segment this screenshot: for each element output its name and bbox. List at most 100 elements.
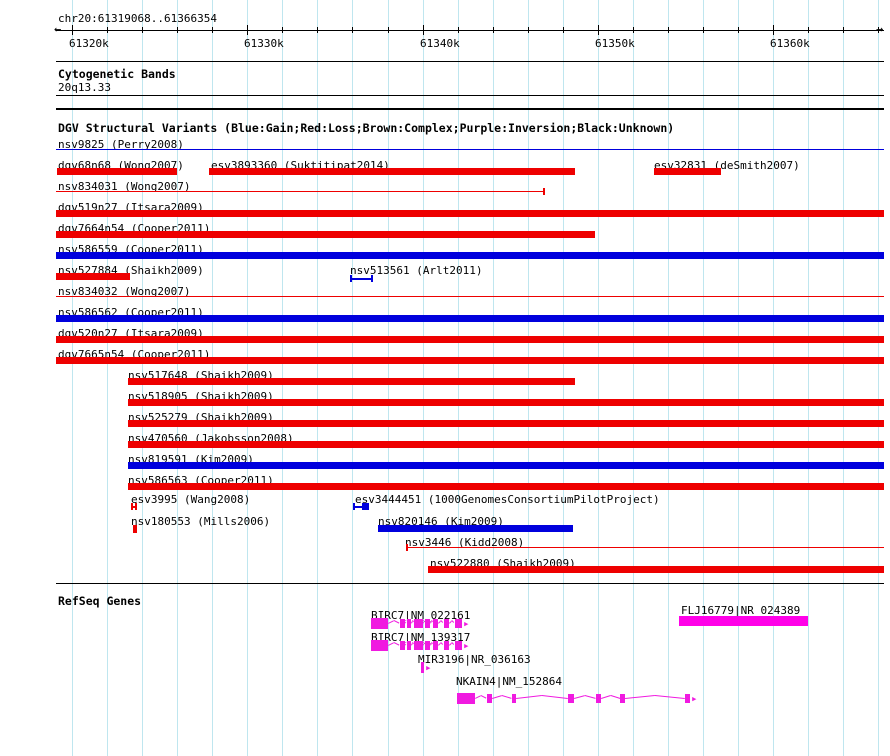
variant-bar[interactable] — [128, 441, 884, 448]
gene-exon[interactable] — [685, 693, 690, 703]
variant-label[interactable]: dgv520n27 (Itsara2009) — [58, 327, 204, 340]
variant-bar[interactable] — [56, 336, 884, 343]
variant-bar[interactable] — [654, 168, 721, 175]
variant-label[interactable]: dgv519n27 (Itsara2009) — [58, 201, 204, 214]
gene-label[interactable]: NKAIN4|NM_152864 — [456, 675, 562, 688]
gene-intron — [480, 695, 487, 699]
variant-label[interactable]: nsv819591 (Kim2009) — [128, 453, 254, 466]
variant-bar[interactable] — [428, 566, 884, 573]
gene-block[interactable] — [679, 616, 808, 626]
variant-label[interactable]: nsv586562 (Cooper2011) — [58, 306, 204, 319]
variant-bar[interactable] — [57, 168, 177, 175]
gridline — [808, 0, 809, 756]
gene-exon[interactable] — [455, 618, 462, 628]
variant-label[interactable]: esv32831 (deSmith2007) — [654, 159, 800, 172]
variant-label[interactable]: nsv834031 (Wong2007) — [58, 180, 191, 193]
ruler-minor-tick — [493, 27, 494, 33]
variant-bar[interactable] — [128, 483, 884, 490]
dgv-track-title: DGV Structural Variants (Blue:Gain;Red:L… — [58, 121, 675, 135]
variant-label[interactable]: esv3444451 (1000GenomesConsortiumPilotPr… — [355, 493, 660, 506]
gene-exon[interactable] — [444, 640, 449, 650]
variant-bar[interactable] — [128, 420, 884, 427]
variant-thin-line[interactable] — [56, 191, 545, 192]
variant-thin-line[interactable] — [406, 547, 884, 548]
variant-bar[interactable] — [128, 399, 884, 406]
variant-bar[interactable] — [56, 210, 884, 217]
gridline — [878, 0, 879, 756]
gridline — [773, 0, 774, 756]
variant-thin-line[interactable] — [56, 149, 884, 150]
gene-exon[interactable] — [407, 640, 411, 650]
gene-exon[interactable] — [433, 618, 438, 628]
gene-exon[interactable] — [444, 618, 449, 628]
gene-exon[interactable] — [512, 693, 516, 703]
variant-label[interactable]: nsv517648 (Shaikh2009) — [128, 369, 274, 382]
gene-intron — [541, 695, 568, 699]
gene-exon[interactable] — [425, 640, 430, 650]
gene-exon[interactable] — [421, 661, 424, 673]
gene-exon[interactable] — [433, 640, 438, 650]
gene-exon[interactable] — [457, 692, 475, 704]
variant-label[interactable]: nsv518905 (Shaikh2009) — [128, 390, 274, 403]
variant-label[interactable]: nsv527884 (Shaikh2009) — [58, 264, 204, 277]
gene-exon[interactable] — [400, 618, 405, 628]
gene-label[interactable]: BIRC7|NM_022161 — [371, 609, 471, 622]
gene-exon[interactable] — [407, 618, 411, 628]
cytoband-label[interactable]: 20q13.33 — [58, 81, 111, 94]
variant-bar[interactable] — [56, 273, 130, 280]
gene-exon[interactable] — [371, 617, 388, 629]
gene-exon[interactable] — [455, 640, 462, 650]
variant-bar[interactable] — [128, 462, 884, 469]
divider — [56, 583, 884, 584]
gene-exon[interactable] — [487, 693, 492, 703]
variant-bracket-cap — [350, 275, 352, 282]
gene-label[interactable]: BIRC7|NM_139317 — [371, 631, 471, 644]
variant-bar[interactable] — [378, 525, 573, 532]
ruler-axis-line — [56, 30, 884, 31]
variant-label[interactable]: nsv525279 (Shaikh2009) — [128, 411, 274, 424]
variant-bracket-line[interactable] — [353, 506, 362, 508]
variant-bar[interactable] — [56, 231, 595, 238]
gene-label[interactable]: MIR3196|NR_036163 — [418, 653, 531, 666]
ruler-major-tick — [247, 25, 248, 35]
variant-bar[interactable] — [56, 252, 884, 259]
gene-exon[interactable] — [596, 693, 601, 703]
variant-label[interactable]: nsv586559 (Cooper2011) — [58, 243, 204, 256]
variant-label[interactable]: esv3995 (Wang2008) — [131, 493, 251, 506]
variant-bar[interactable] — [128, 378, 575, 385]
gene-exon[interactable] — [620, 693, 625, 703]
variant-bar[interactable] — [209, 168, 575, 175]
variant-label[interactable]: dgv7664n54 (Cooper2011) — [58, 222, 211, 235]
gene-label[interactable]: FLJ16779|NR_024389 — [681, 604, 801, 617]
gene-exon[interactable] — [425, 618, 430, 628]
variant-label[interactable]: nsv470560 (Jakobsson2008) — [128, 432, 294, 445]
gene-exon[interactable] — [414, 618, 423, 628]
variant-bracket-cap — [131, 503, 133, 510]
variant-label[interactable]: nsv522880 (Shaikh2009) — [430, 557, 576, 570]
gene-exon[interactable] — [568, 693, 574, 703]
variant-label[interactable]: nsv586563 (Cooper2011) — [128, 474, 274, 487]
variant-label[interactable]: nsv9825 (Perry2008) — [58, 138, 184, 151]
variant-label[interactable]: nsv180553 (Mills2006) — [131, 515, 271, 528]
variant-label[interactable]: nsv513561 (Arlt2011) — [350, 264, 483, 277]
cytogenetic-bands-title: Cytogenetic Bands — [58, 67, 176, 81]
divider — [56, 95, 884, 96]
variant-label[interactable]: nsv820146 (Kim2009) — [378, 515, 504, 528]
variant-box[interactable] — [362, 503, 369, 510]
variant-label[interactable]: dgv68n68 (Wong2007) — [58, 159, 184, 172]
variant-bar[interactable] — [56, 357, 884, 364]
gene-exon[interactable] — [371, 639, 388, 651]
variant-label[interactable]: nsv834032 (Wong2007) — [58, 285, 191, 298]
variant-label[interactable]: nsv3446 (Kidd2008) — [405, 536, 525, 549]
variant-marker[interactable] — [133, 525, 137, 533]
variant-bracket-line[interactable] — [131, 506, 137, 508]
variant-label[interactable]: esv3893360 (Suktitipat2014) — [211, 159, 390, 172]
variant-bar[interactable] — [56, 315, 884, 322]
gene-exon[interactable] — [400, 640, 405, 650]
gridline — [633, 0, 634, 756]
variant-label[interactable]: dgv7665n54 (Cooper2011) — [58, 348, 211, 361]
variant-thin-line[interactable] — [56, 296, 884, 297]
variant-bracket-line[interactable] — [350, 278, 373, 280]
gene-exon[interactable] — [414, 640, 423, 650]
ruler-tick-label: 61340k — [420, 37, 460, 50]
